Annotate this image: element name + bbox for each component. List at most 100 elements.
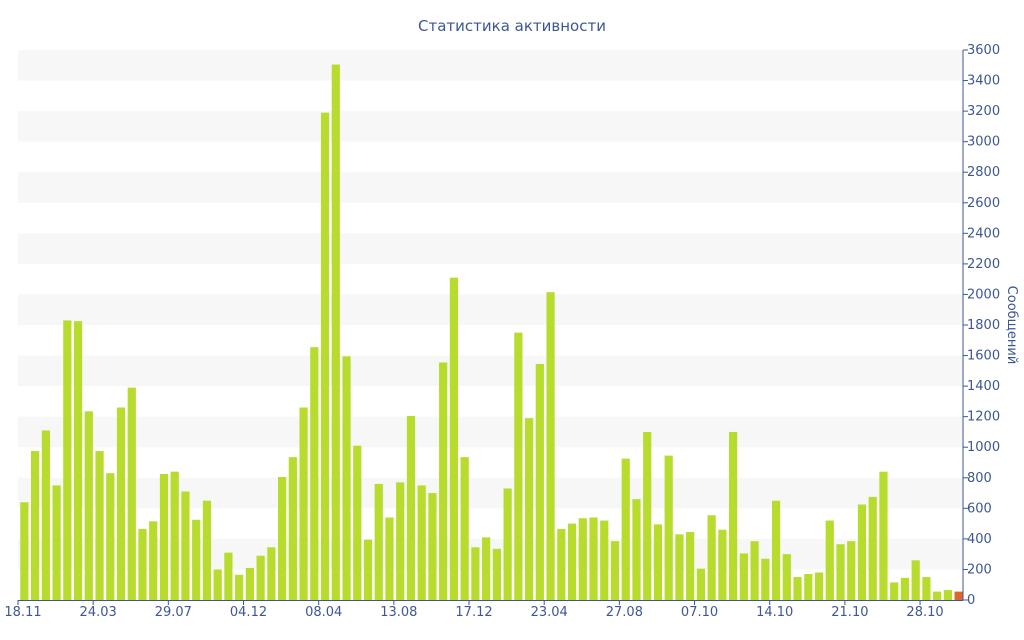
bar bbox=[256, 555, 265, 600]
y-tick-label: 1800 bbox=[967, 318, 1000, 333]
bar bbox=[621, 458, 630, 600]
y-axis-title: Сообщений bbox=[1004, 286, 1019, 365]
bar bbox=[761, 558, 770, 600]
bar bbox=[814, 572, 824, 600]
bar bbox=[439, 362, 448, 600]
bar bbox=[514, 332, 523, 600]
bar bbox=[600, 520, 609, 600]
y-tick-label: 3400 bbox=[967, 74, 1000, 89]
y-tick-label: 3000 bbox=[967, 135, 1000, 150]
y-tick-label: 3200 bbox=[967, 104, 1000, 119]
bar bbox=[503, 488, 512, 600]
grid-band bbox=[18, 294, 963, 325]
bar bbox=[535, 363, 544, 600]
bar bbox=[922, 577, 931, 600]
y-tick-label: 1400 bbox=[967, 379, 1000, 394]
bar bbox=[245, 567, 254, 600]
bar bbox=[385, 517, 394, 600]
bar bbox=[782, 554, 791, 600]
bar bbox=[31, 451, 40, 600]
bar bbox=[524, 418, 534, 600]
bar bbox=[63, 320, 72, 600]
bar bbox=[428, 493, 437, 600]
bar bbox=[578, 518, 587, 600]
bar bbox=[696, 568, 705, 600]
bar bbox=[106, 473, 115, 600]
bar bbox=[557, 528, 566, 600]
x-tick-label: 07.10 bbox=[681, 605, 718, 620]
bar bbox=[449, 277, 459, 600]
bar bbox=[943, 590, 952, 600]
bar bbox=[643, 431, 652, 600]
grid-band bbox=[18, 538, 963, 570]
bar bbox=[804, 574, 813, 600]
y-tick-label: 3600 bbox=[967, 43, 1000, 58]
x-tick-label: 23.04 bbox=[531, 605, 568, 620]
bar bbox=[170, 471, 179, 600]
bar bbox=[653, 524, 663, 601]
y-tick-label: 1000 bbox=[967, 440, 1000, 455]
bar-current bbox=[954, 591, 963, 600]
bar bbox=[890, 582, 899, 600]
grid-band bbox=[18, 172, 963, 203]
bar bbox=[363, 539, 373, 600]
bar bbox=[567, 523, 577, 600]
y-axis: 0 200 400 600 800 1000 1200 1400 1600 1800 2000 220… bbox=[962, 43, 1000, 608]
y-tick-label: 2200 bbox=[967, 257, 1000, 272]
bar bbox=[342, 356, 351, 600]
y-tick-label: 600 bbox=[967, 501, 992, 516]
bar bbox=[84, 411, 93, 600]
grid-band bbox=[18, 111, 963, 142]
bar bbox=[202, 500, 212, 600]
bar bbox=[149, 521, 158, 600]
grid-bands bbox=[18, 50, 963, 570]
x-axis: 18.11 24.03 29.07 04.12 08.04 13.08 17.12 23.04… bbox=[4, 600, 963, 620]
x-tick-label: 27.08 bbox=[606, 605, 643, 620]
y-tick-label: 400 bbox=[967, 532, 992, 547]
bar bbox=[138, 528, 147, 600]
bar bbox=[406, 415, 416, 600]
y-tick-label: 800 bbox=[967, 471, 992, 486]
y-tick-label: 1600 bbox=[967, 349, 1000, 364]
bar bbox=[235, 574, 244, 600]
x-tick-label: 21.10 bbox=[831, 605, 868, 620]
bar bbox=[707, 515, 716, 600]
bar bbox=[396, 482, 405, 600]
bar bbox=[718, 529, 727, 600]
y-tick-label: 2400 bbox=[967, 226, 1000, 241]
bar bbox=[181, 491, 190, 600]
bar bbox=[278, 477, 287, 600]
bar bbox=[460, 457, 469, 600]
bar bbox=[686, 532, 695, 600]
bar bbox=[331, 64, 340, 600]
x-tick-label: 04.12 bbox=[230, 605, 267, 620]
bar bbox=[739, 553, 748, 600]
bar bbox=[933, 591, 942, 600]
y-tick-label: 0 bbox=[967, 593, 975, 608]
grid-band bbox=[18, 416, 963, 448]
bar bbox=[159, 473, 169, 600]
grid-band bbox=[18, 233, 963, 264]
bar bbox=[95, 451, 104, 600]
grid-band bbox=[18, 355, 963, 387]
bar bbox=[310, 347, 319, 600]
bar bbox=[116, 407, 126, 600]
y-tick-label: 2000 bbox=[967, 287, 1000, 302]
y-tick-label: 1200 bbox=[967, 410, 1000, 425]
bar bbox=[825, 520, 834, 600]
bar bbox=[546, 292, 555, 600]
bar bbox=[353, 445, 362, 600]
bar bbox=[127, 387, 136, 600]
grid-band bbox=[18, 50, 963, 81]
bar bbox=[374, 483, 383, 600]
x-tick-label: 18.11 bbox=[4, 605, 41, 620]
bar bbox=[192, 519, 201, 600]
bar bbox=[224, 552, 233, 600]
bar bbox=[417, 485, 426, 600]
chart-title: Статистика активности bbox=[418, 17, 606, 35]
x-tick-label: 17.12 bbox=[455, 605, 492, 620]
bar bbox=[900, 577, 910, 600]
x-tick-label: 13.08 bbox=[380, 605, 417, 620]
bar bbox=[664, 455, 673, 601]
